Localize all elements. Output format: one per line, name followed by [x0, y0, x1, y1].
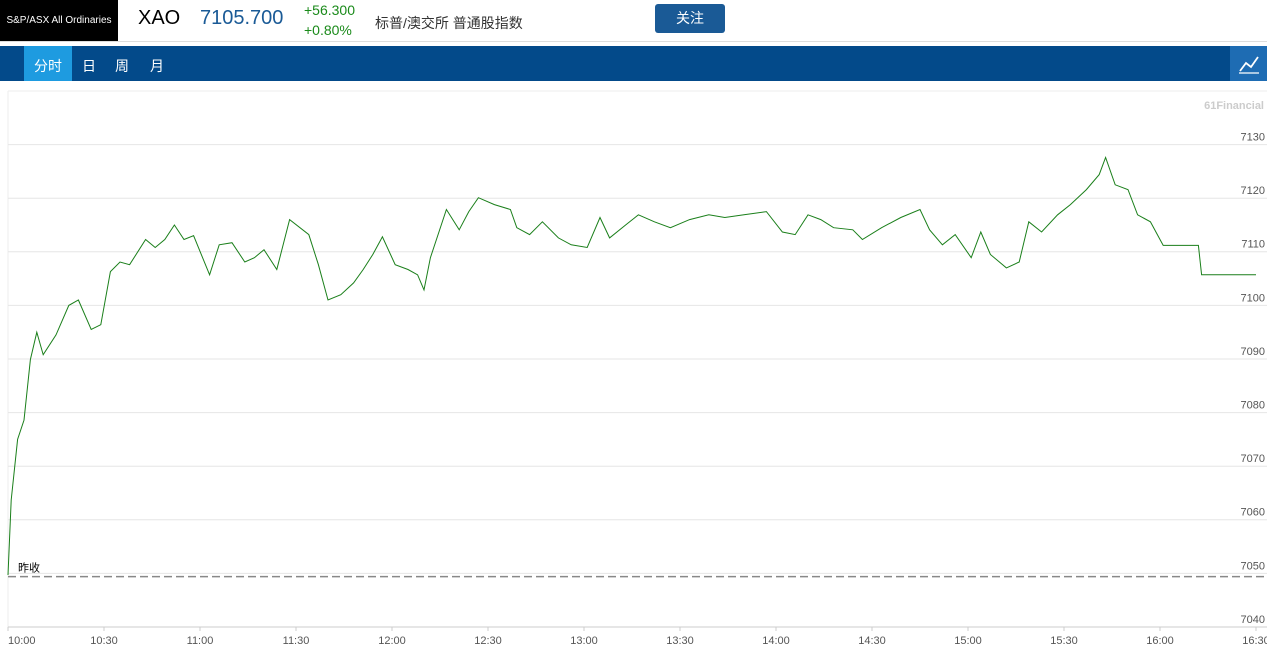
- x-tick-label: 14:30: [858, 635, 886, 647]
- tab[interactable]: 日: [82, 58, 96, 74]
- x-tick-label: 11:30: [283, 635, 310, 647]
- change-pct: +0.80%: [304, 22, 352, 38]
- separator: [0, 41, 1267, 42]
- x-tick-label: 13:00: [570, 635, 598, 647]
- x-tick-label: 16:30: [1242, 635, 1267, 647]
- x-tick-label: 11:00: [187, 635, 214, 647]
- index-name: 标普/澳交所 普通股指数: [375, 15, 523, 31]
- x-tick-label: 14:00: [762, 635, 790, 647]
- icon-graphic: [1239, 56, 1259, 74]
- x-tick-label: 13:30: [666, 635, 694, 647]
- price-line: [7, 156, 1256, 576]
- x-tick-label: 15:00: [954, 635, 982, 647]
- logo: S&P/ASX All Ordinaries: [0, 0, 118, 42]
- y-tick-label: 7110: [1241, 239, 1265, 251]
- y-tick-label: 7130: [1241, 132, 1265, 144]
- price: 7105.700: [200, 7, 284, 29]
- change: +56.300: [304, 2, 355, 18]
- tab[interactable]: 周: [115, 58, 129, 74]
- y-tick-label: 7100: [1241, 292, 1265, 304]
- x-tick-label: 15:30: [1050, 635, 1078, 647]
- x-tick-label: 12:00: [378, 635, 406, 647]
- y-tick-label: 7070: [1241, 453, 1265, 465]
- prev-close-label: 昨收: [18, 561, 40, 575]
- chart-icon[interactable]: [1230, 46, 1267, 81]
- y-tick-label: 7040: [1241, 614, 1265, 626]
- tab[interactable]: 月: [150, 58, 164, 74]
- x-tick-label: 16:00: [1146, 635, 1174, 647]
- x-tick-label: 12:30: [474, 635, 502, 647]
- y-tick-label: 7080: [1241, 400, 1265, 412]
- nav-bar: 分时 日 周 月: [0, 46, 1267, 81]
- y-tick-label: 7120: [1241, 185, 1265, 197]
- y-tick-label: 7090: [1241, 346, 1265, 358]
- symbol: XAO: [138, 7, 181, 29]
- y-tick-label: 7060: [1241, 507, 1265, 519]
- watermark: 61Financial: [1204, 100, 1264, 112]
- follow-button[interactable]: 关注: [655, 4, 725, 33]
- x-tick-label: 10:00: [8, 635, 36, 647]
- tab[interactable]: 分时: [24, 46, 72, 81]
- x-tick-label: 10:30: [90, 635, 118, 647]
- y-tick-label: 7050: [1241, 560, 1265, 572]
